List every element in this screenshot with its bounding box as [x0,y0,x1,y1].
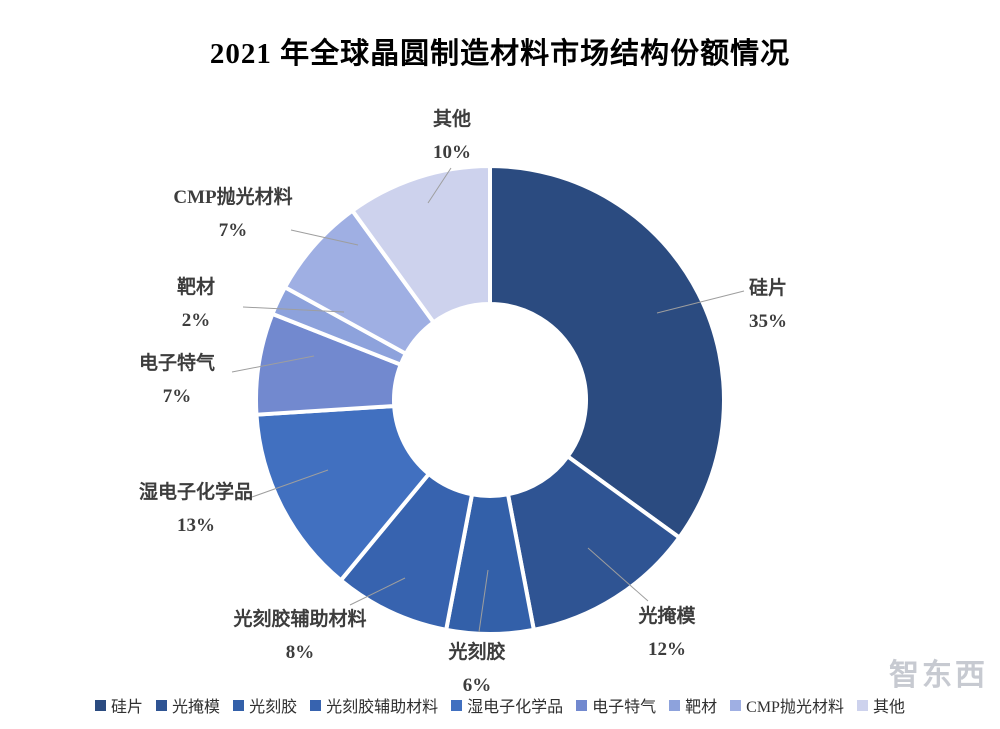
pie-slice-2 [505,454,682,632]
chart-legend: 硅片 光掩模 光刻胶 光刻胶辅助材料 湿电子化学品 电子特气 靶材 CMP抛光材料 其他 [0,693,1000,717]
leader-line-7 [242,306,345,313]
leader-line-1 [656,290,745,314]
legend-label: 硅片 [111,699,144,716]
pie-slice-9 [350,164,492,325]
leader-line-4 [349,577,406,606]
leader-line-2 [587,547,649,602]
leader-line-3 [478,569,489,633]
leader-line-9 [427,167,452,204]
legend-label: 湿电子化学品 [467,699,564,716]
legend-marker-icon [856,699,868,711]
legend-item-9: 其他 [856,693,905,717]
legend-item-5: 湿电子化学品 [451,693,563,717]
legend-item-4: 光刻胶辅助材料 [310,693,438,717]
legend-item-8: CMP抛光材料 [730,693,844,717]
legend-label: 光刻胶 [249,699,298,716]
pie-slice-5 [254,404,431,583]
chart-title: 2021 年全球晶圆制造材料市场结构份额情况 [209,38,791,70]
legend-marker-icon [669,699,681,711]
legend-marker-icon [233,699,245,711]
leader-line-5 [251,469,329,498]
legend-marker-icon [576,699,588,711]
legend-item-7: 靶材 [669,693,717,717]
legend-marker-icon [310,699,322,711]
legend-item-1: 硅片 [95,693,143,717]
leader-line-8 [290,229,359,246]
pie-slice-1 [488,164,726,540]
watermark-logo: 智东西 [889,659,988,692]
legend-label: 靶材 [685,699,718,716]
legend-item-2: 光掩模 [156,693,220,717]
legend-marker-icon [451,699,463,711]
legend-marker-icon [95,699,107,711]
legend-label: 其他 [872,699,905,716]
legend-item-3: 光刻胶 [233,693,297,717]
leader-line-6 [231,355,315,373]
legend-item-6: 电子特气 [576,693,656,717]
legend-label: CMP抛光材料 [746,699,844,716]
legend-marker-icon [156,699,168,711]
legend-marker-icon [730,699,742,711]
legend-label: 光掩模 [172,699,221,716]
legend-label: 电子特气 [592,699,657,716]
legend-label: 光刻胶辅助材料 [326,699,439,716]
